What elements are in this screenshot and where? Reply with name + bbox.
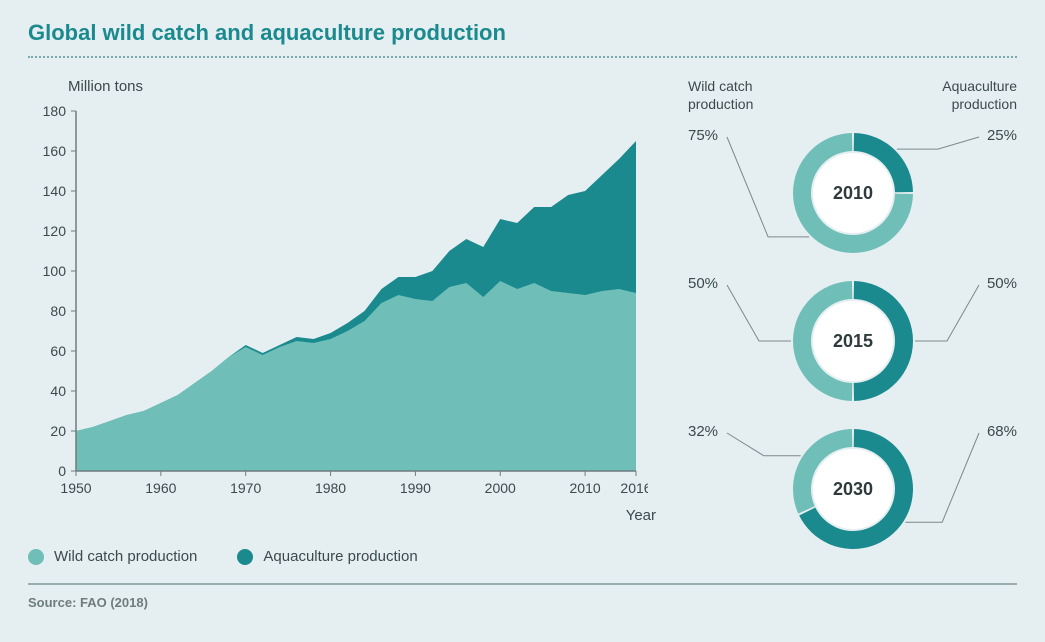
donut-chart: 2030 — [693, 417, 1013, 561]
legend-item-aqua: Aquaculture production — [237, 548, 417, 565]
donuts-column: Wild catch production Aquaculture produc… — [688, 78, 1017, 565]
donut-year-label: 2010 — [832, 183, 872, 203]
donut-row: 32% 68% 2030 — [688, 415, 1017, 563]
divider-dotted — [28, 56, 1017, 58]
svg-text:1960: 1960 — [145, 480, 176, 496]
svg-text:60: 60 — [50, 343, 66, 359]
svg-text:140: 140 — [43, 183, 67, 199]
donut-chart: 2015 — [693, 269, 1013, 413]
area-chart-column: Million tons 0 20 40 60 80 100 120 140 160 180 195… — [28, 78, 668, 565]
donut-year-label: 2030 — [832, 479, 872, 499]
x-axis-label: Year — [28, 507, 668, 524]
donut-header-left: Wild catch production — [688, 78, 798, 113]
svg-text:0: 0 — [58, 463, 66, 479]
svg-text:100: 100 — [43, 263, 67, 279]
svg-text:40: 40 — [50, 383, 66, 399]
donut-year-label: 2015 — [832, 331, 872, 351]
divider-solid — [28, 583, 1017, 585]
content-row: Million tons 0 20 40 60 80 100 120 140 160 180 195… — [28, 78, 1017, 565]
svg-text:1990: 1990 — [400, 480, 431, 496]
svg-text:1950: 1950 — [60, 480, 91, 496]
wild-pct-label: 50% — [688, 275, 718, 292]
svg-text:120: 120 — [43, 223, 67, 239]
aqua-pct-label: 50% — [987, 275, 1017, 292]
legend: Wild catch production Aquaculture produc… — [28, 548, 668, 565]
wild-swatch-icon — [28, 549, 44, 565]
donut-row: 50% 50% 2015 — [688, 267, 1017, 415]
legend-wild-label: Wild catch production — [54, 548, 197, 565]
svg-text:180: 180 — [43, 103, 67, 119]
donut-row: 75% 25% 2010 — [688, 119, 1017, 267]
svg-text:20: 20 — [50, 423, 66, 439]
aqua-swatch-icon — [237, 549, 253, 565]
donut-chart: 2010 — [693, 121, 1013, 265]
donut-headers: Wild catch production Aquaculture produc… — [688, 78, 1017, 113]
source-text: Source: FAO (2018) — [28, 595, 1017, 610]
chart-title: Global wild catch and aquaculture produc… — [28, 20, 1017, 46]
wild-pct-label: 75% — [688, 127, 718, 144]
aqua-pct-label: 68% — [987, 423, 1017, 440]
svg-text:160: 160 — [43, 143, 67, 159]
svg-text:2016: 2016 — [620, 480, 648, 496]
aqua-pct-label: 25% — [987, 127, 1017, 144]
svg-text:1970: 1970 — [230, 480, 261, 496]
area-chart: 0 20 40 60 80 100 120 140 160 180 1950 1960 1970 1980… — [28, 103, 648, 503]
svg-text:1980: 1980 — [315, 480, 346, 496]
svg-text:2000: 2000 — [485, 480, 516, 496]
legend-aqua-label: Aquaculture production — [263, 548, 417, 565]
wild-pct-label: 32% — [688, 423, 718, 440]
donut-header-right: Aquaculture production — [907, 78, 1017, 113]
y-axis-label: Million tons — [68, 78, 668, 95]
svg-text:2010: 2010 — [570, 480, 601, 496]
svg-text:80: 80 — [50, 303, 66, 319]
legend-item-wild: Wild catch production — [28, 548, 197, 565]
